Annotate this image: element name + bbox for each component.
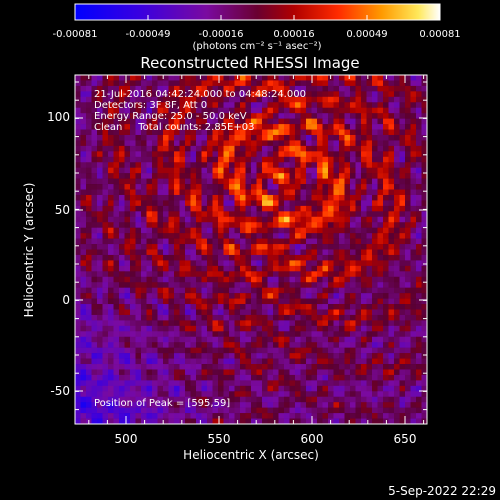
y-tick-label: 50	[55, 203, 70, 217]
colorbar-tick-label: 0.00016	[273, 29, 314, 40]
colorbar-tick-label: 0.00049	[346, 29, 387, 40]
colorbar-gradient	[74, 3, 441, 21]
info-time-range: 21-Jul-2016 04:42:24.000 to 04:48:24.000	[94, 89, 306, 100]
y-tick-label: -50	[50, 384, 70, 398]
x-tick-label: 550	[208, 432, 231, 446]
axis-ticks	[75, 75, 427, 424]
image-pixels	[75, 75, 428, 425]
peak-position-label: Position of Peak = [595,59]	[94, 398, 230, 409]
image-area	[74, 74, 428, 425]
colorbar-tick-label: -0.00016	[199, 29, 244, 40]
info-energy-range: Energy Range: 25.0 - 50.0 keV	[94, 111, 247, 122]
x-tick-label: 600	[301, 432, 324, 446]
info-clean-counts: Clean Total counts: 2.85E+03	[94, 122, 254, 133]
colorbar-tick-label: -0.00049	[126, 29, 171, 40]
info-detectors: Detectors: 3F 8F, Att 0	[94, 100, 207, 111]
info-overlay: 21-Jul-2016 04:42:24.000 to 04:48:24.000…	[94, 89, 306, 409]
colorbar: -0.00081 -0.00049 -0.00016 0.00016 0.000…	[53, 3, 461, 52]
y-axis-label: Heliocentric Y (arcsec)	[22, 183, 36, 318]
x-tick-label: 650	[394, 432, 417, 446]
plot-title: Reconstructed RHESSI Image	[140, 54, 359, 72]
colorbar-tick-label: 0.00081	[419, 29, 460, 40]
y-tick-label: 100	[47, 110, 70, 124]
colorbar-tick-label: -0.00081	[53, 29, 98, 40]
colorbar-ticks	[74, 15, 441, 20]
plot-frame	[74, 74, 428, 425]
x-axis-label: Heliocentric X (arcsec)	[183, 448, 319, 462]
x-tick-label: 500	[115, 432, 138, 446]
timestamp: 5-Sep-2022 22:29	[388, 484, 496, 498]
y-tick-label: 0	[62, 293, 70, 307]
colorbar-unit-label: (photons cm⁻² s⁻¹ asec⁻²)	[192, 41, 321, 52]
